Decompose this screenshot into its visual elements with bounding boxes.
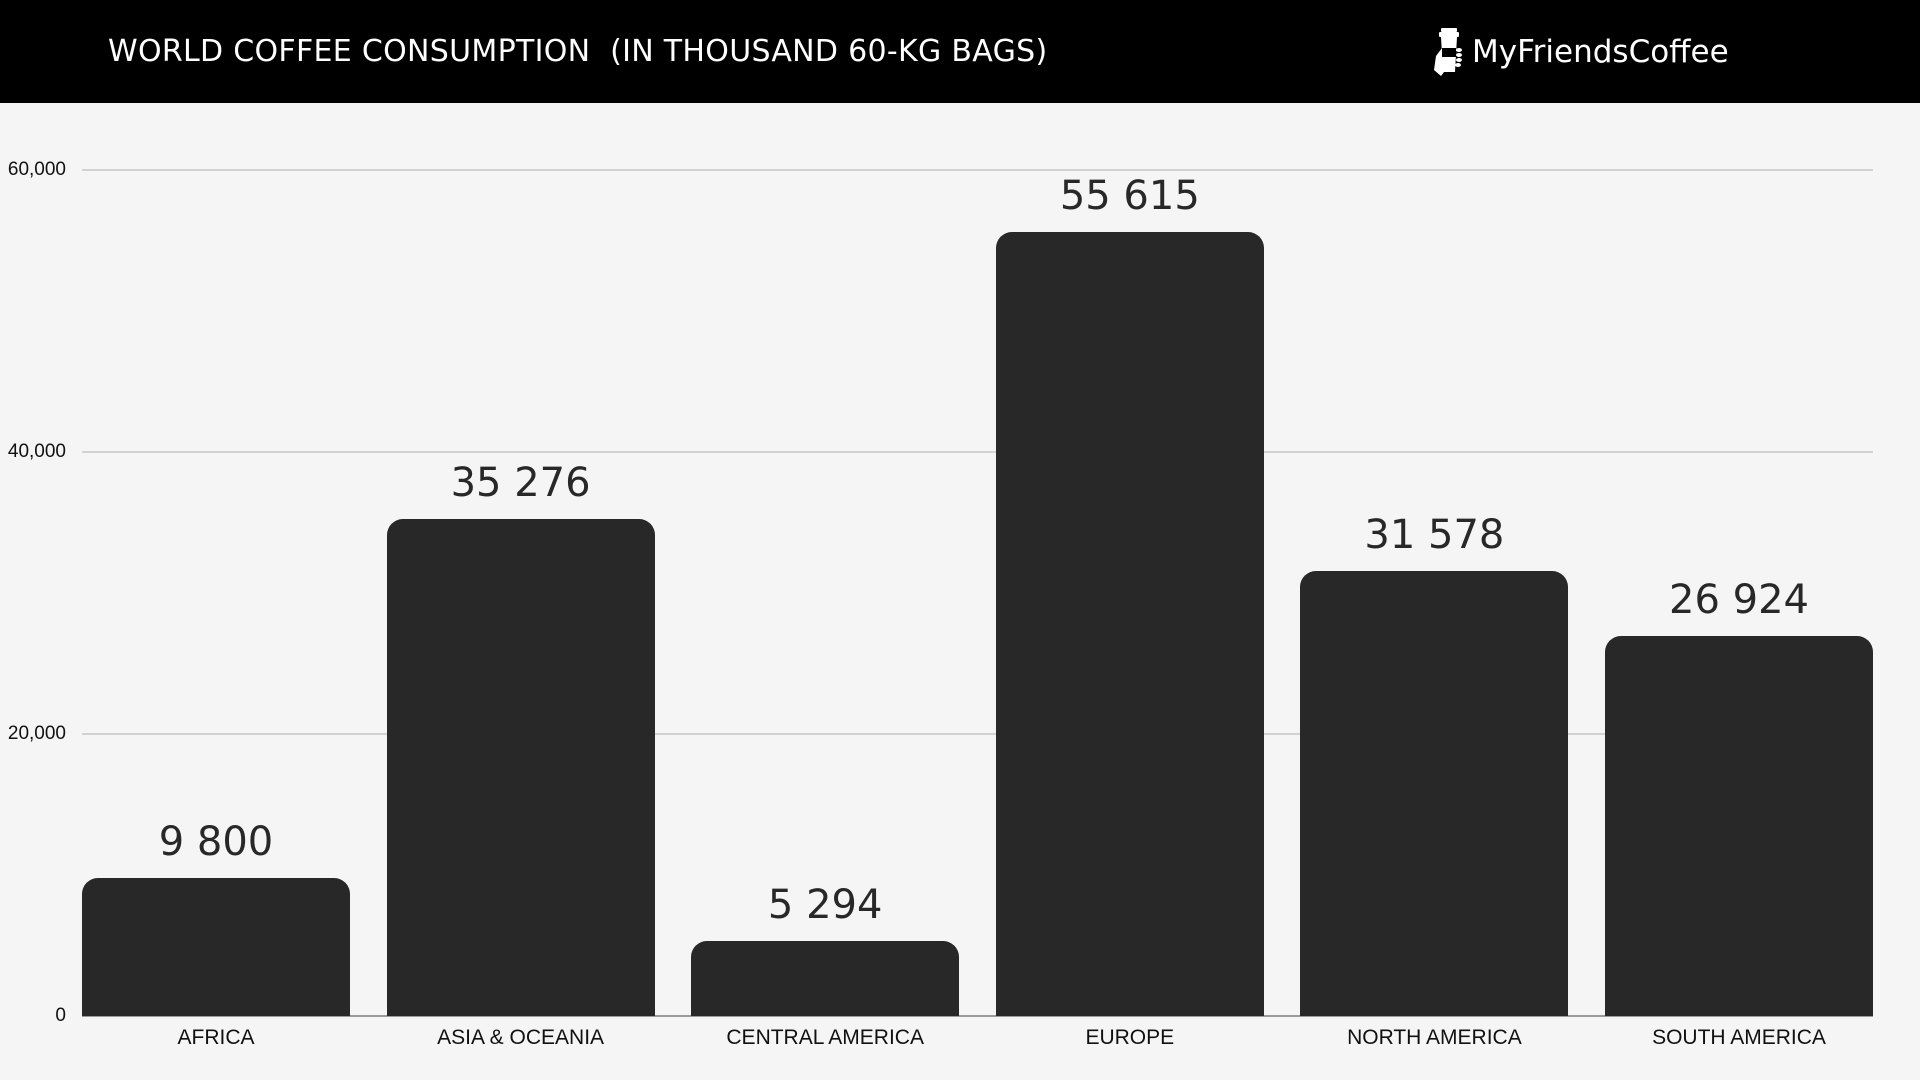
gridline <box>82 451 1873 453</box>
bar-value-label: 5 294 <box>767 882 883 929</box>
y-tick-label: 0 <box>55 1005 66 1026</box>
coffee-cup-in-hand-icon <box>1434 28 1462 76</box>
bar-value-label: 31 578 <box>1364 511 1505 558</box>
x-category-label: AFRICA <box>177 1026 255 1049</box>
bar-europe <box>995 231 1264 1016</box>
brand-logo: MyFriendsCoffee <box>1432 24 1729 80</box>
y-tick-label: 60,000 <box>7 159 66 180</box>
bar-africa <box>82 877 350 1016</box>
y-tick-label: 40,000 <box>7 441 66 462</box>
x-axis-line <box>82 1015 1873 1017</box>
gridline <box>82 733 1873 735</box>
y-tick-label: 20,000 <box>7 723 66 744</box>
chart-header: WORLD COFFEE CONSUMPTION (IN THOUSAND 60… <box>0 0 1920 103</box>
bar-value-label: 35 276 <box>450 459 591 506</box>
bar-central-america <box>691 941 960 1016</box>
bar-asia-oceania <box>386 518 655 1016</box>
x-category-label: CENTRAL AMERICA <box>726 1026 924 1049</box>
x-category-label: ASIA & OCEANIA <box>437 1026 605 1049</box>
bar-south-america <box>1605 636 1873 1016</box>
bar-value-label: 55 615 <box>1059 172 1200 219</box>
bar-value-label: 9 800 <box>158 818 274 865</box>
x-category-label: SOUTH AMERICA <box>1652 1026 1826 1049</box>
bar-value-label: 26 924 <box>1669 577 1809 624</box>
brand-name: MyFriendsCoffee <box>1472 34 1729 70</box>
bar-north-america <box>1300 570 1569 1016</box>
x-category-label: EUROPE <box>1085 1026 1175 1049</box>
x-category-label: NORTH AMERICA <box>1347 1026 1522 1049</box>
chart-title: WORLD COFFEE CONSUMPTION (IN THOUSAND 60… <box>108 34 1048 69</box>
gridline <box>82 169 1873 171</box>
